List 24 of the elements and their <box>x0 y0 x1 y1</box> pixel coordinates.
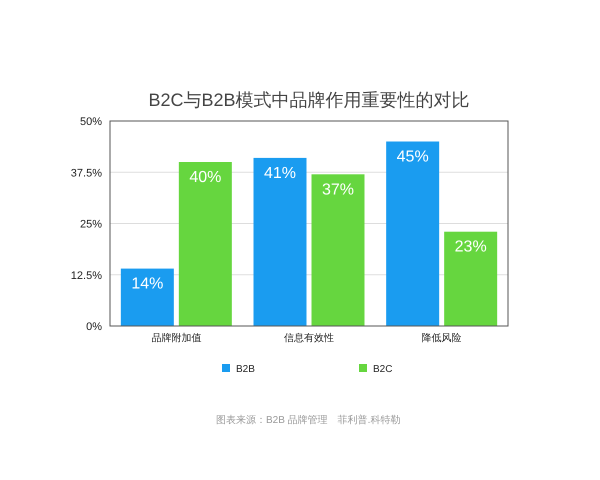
bar <box>312 174 364 326</box>
chart-title: B2C与B2B模式中品牌作用重要性的对比 <box>148 90 470 110</box>
bar <box>178 162 232 326</box>
data-label: 41% <box>264 164 296 182</box>
bar <box>386 142 440 326</box>
data-label: 45% <box>396 148 429 166</box>
data-label: 14% <box>131 276 164 293</box>
x-tick-label: 降低风险 <box>422 332 462 344</box>
bar <box>120 268 174 326</box>
data-label: 23% <box>454 238 487 256</box>
data-label: 37% <box>322 181 354 198</box>
y-tick-label: 37.5% <box>70 167 102 180</box>
y-tick-label: 25% <box>80 218 102 230</box>
data-label: 40% <box>189 169 222 186</box>
x-tick-label: 信息有效性 <box>284 332 334 344</box>
x-tick-label: 品牌附加值 <box>151 332 202 344</box>
text: 图表来源：B2B 品牌管理 菲利普.科特勒 <box>216 414 400 426</box>
y-tick-label: 50% <box>80 116 102 128</box>
legend-label: B2C <box>373 364 392 375</box>
bar <box>444 232 498 326</box>
y-tick-label: 12.5% <box>70 270 102 282</box>
bar <box>254 158 306 326</box>
legend-label: B2B <box>236 364 256 375</box>
y-tick-label: 0% <box>86 321 102 333</box>
